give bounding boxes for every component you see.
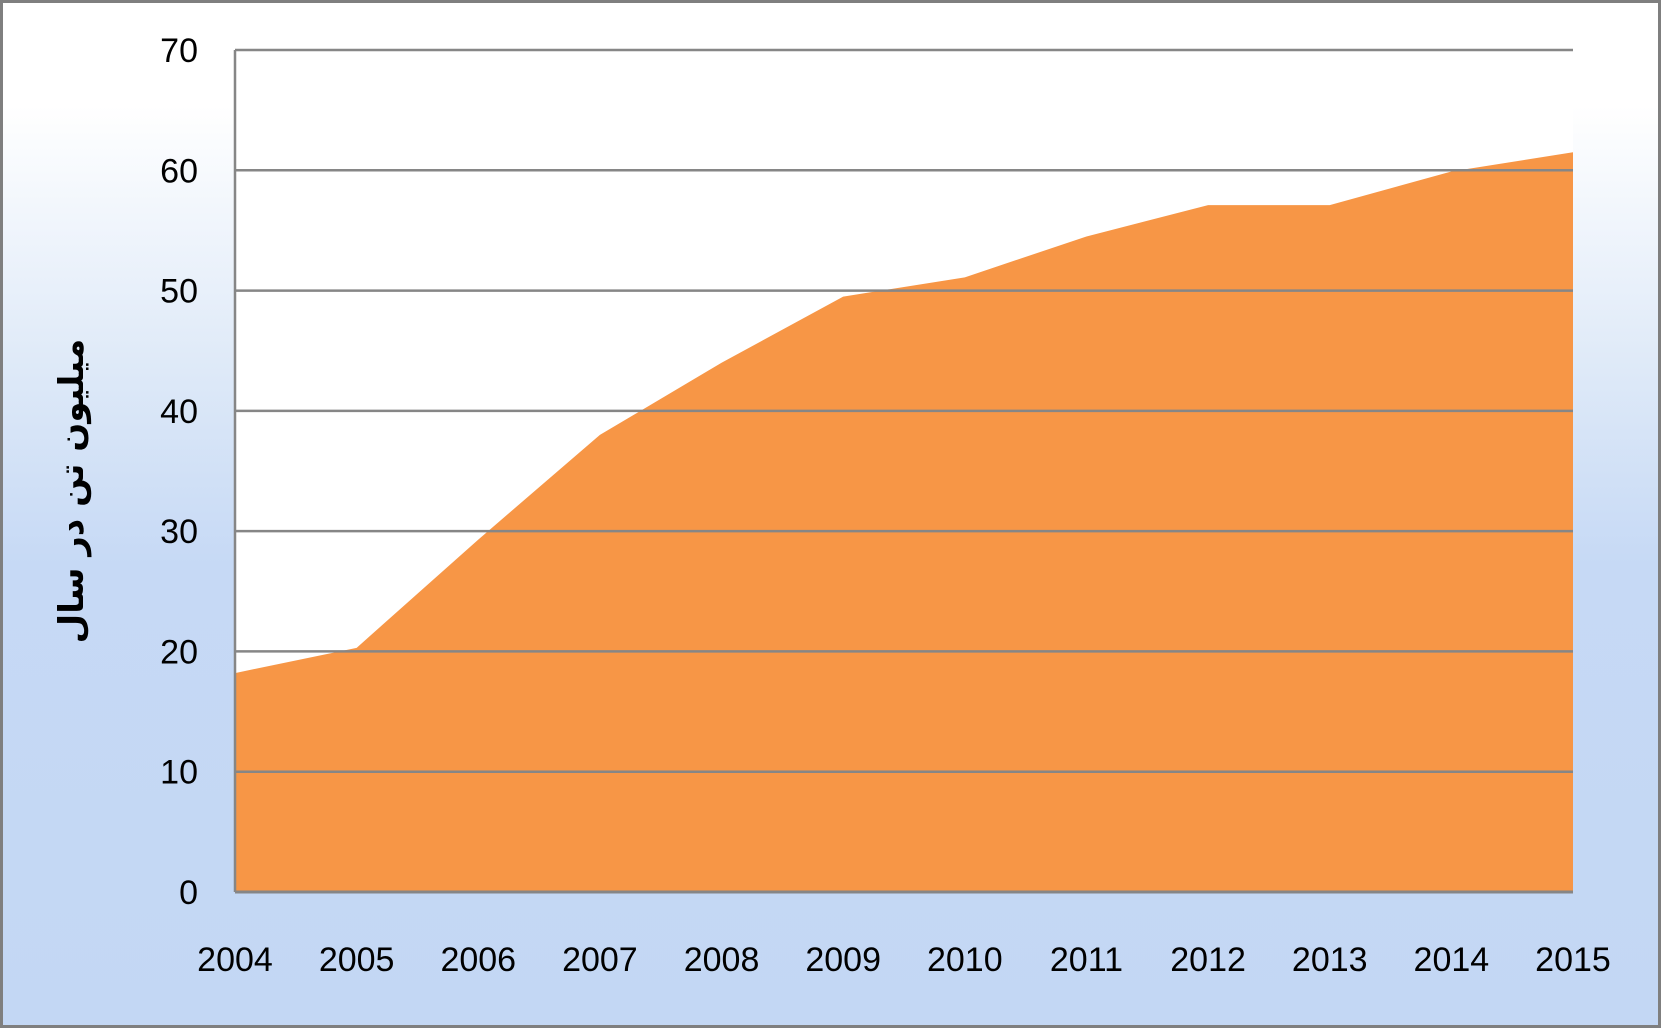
y-axis-title: میلیون تن در سال bbox=[52, 339, 92, 644]
y-tick-label: 30 bbox=[160, 513, 198, 551]
x-tick-label: 2012 bbox=[1170, 941, 1246, 979]
x-tick-label: 2014 bbox=[1414, 941, 1490, 979]
y-tick-label: 70 bbox=[160, 32, 198, 70]
x-tick-label: 2015 bbox=[1535, 941, 1611, 979]
y-tick-label: 20 bbox=[160, 633, 198, 671]
x-axis-ticks: 2004 2005 2006 2007 2008 2009 2010 2011 2012 2013… bbox=[197, 941, 1611, 979]
x-tick-label: 2011 bbox=[1050, 941, 1123, 979]
area-series bbox=[235, 152, 1573, 892]
y-tick-label: 10 bbox=[160, 754, 198, 792]
y-tick-label: 0 bbox=[179, 874, 198, 912]
y-tick-label: 40 bbox=[160, 393, 198, 431]
y-axis-ticks: 0 10 20 30 40 50 60 70 bbox=[160, 32, 198, 912]
x-tick-label: 2004 bbox=[197, 941, 273, 979]
area-chart: 0 10 20 30 40 50 60 70 2004 2005 2006 2007 2008 2009… bbox=[52, 32, 1611, 979]
x-tick-label: 2006 bbox=[440, 941, 516, 979]
gridlines bbox=[233, 48, 1573, 894]
x-tick-label: 2010 bbox=[927, 941, 1003, 979]
x-tick-label: 2005 bbox=[319, 941, 395, 979]
x-tick-label: 2008 bbox=[684, 941, 760, 979]
x-tick-label: 2013 bbox=[1292, 941, 1368, 979]
y-tick-label: 60 bbox=[160, 152, 198, 190]
x-tick-label: 2007 bbox=[562, 941, 638, 979]
y-tick-label: 50 bbox=[160, 273, 198, 311]
x-tick-label: 2009 bbox=[805, 941, 881, 979]
